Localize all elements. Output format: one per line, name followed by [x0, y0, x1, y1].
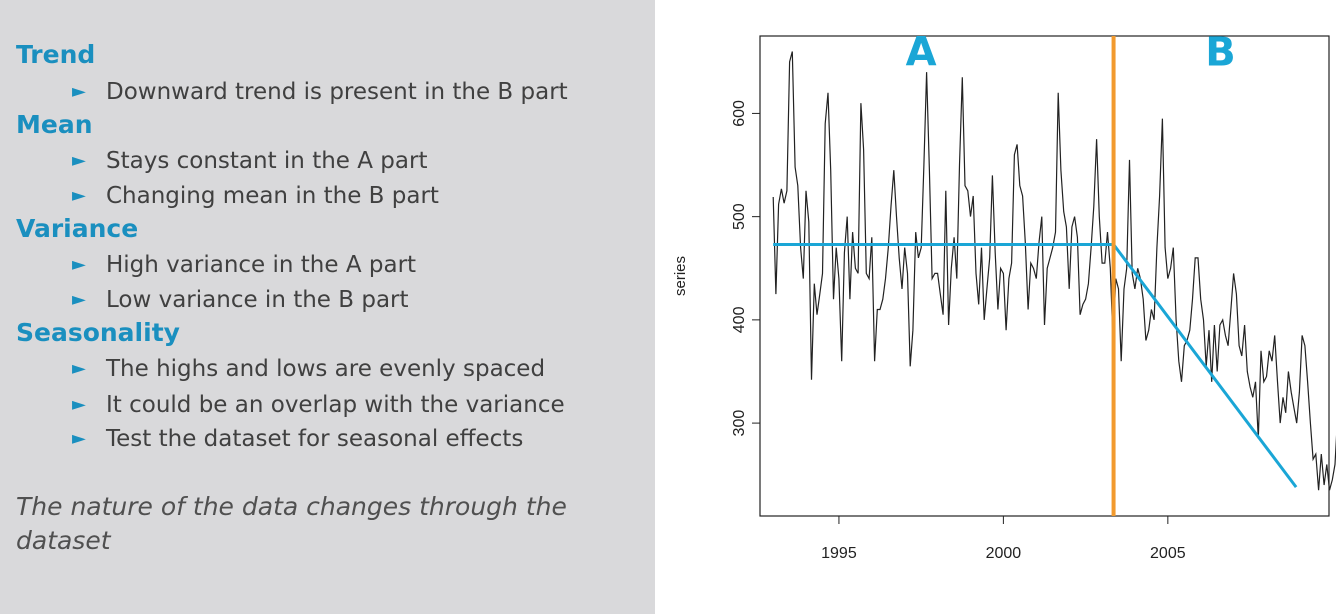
bullet-text: Low variance in the B part [106, 287, 409, 313]
y-tick-label: 500 [731, 203, 748, 230]
y-tick-label: 600 [731, 100, 748, 127]
conclusion-text: The nature of the data changes through t… [16, 492, 567, 555]
bullet-arrow-icon: ► [72, 394, 86, 415]
bullet-text: Changing mean in the B part [106, 183, 439, 209]
section-heading: Variance [16, 214, 139, 243]
section-heading: Seasonality [16, 318, 180, 347]
section-heading: Mean [16, 110, 93, 139]
bullet-text: Downward trend is present in the B part [106, 79, 568, 105]
y-tick-label: 400 [731, 306, 748, 333]
bullet-arrow-icon: ► [72, 81, 86, 102]
y-axis: 300 400 500 600 [731, 100, 760, 436]
bullet-item: ► The highs and lows are evenly spaced [72, 354, 545, 384]
bullet-item: ► High variance in the A part [72, 250, 416, 280]
plot-frame [759, 35, 1330, 517]
bullet-arrow-icon: ► [72, 358, 86, 379]
trend-line [1112, 243, 1298, 488]
x-tick-label: 2000 [986, 545, 1022, 562]
bullet-arrow-icon: ► [72, 289, 86, 310]
bullet-text: Stays constant in the A part [106, 148, 428, 174]
bullet-arrow-icon: ► [72, 185, 86, 206]
bullet-text: High variance in the A part [106, 252, 417, 278]
bullet-item: ► It could be an overlap with the varianc… [72, 390, 565, 420]
x-axis: 1995 2000 2005 [821, 516, 1186, 562]
bullet-arrow-icon: ► [72, 428, 86, 449]
bullet-item: ► Low variance in the B part [72, 285, 409, 315]
x-tick-label: 2005 [1150, 545, 1186, 562]
bullet-arrow-icon: ► [72, 254, 86, 275]
bullet-item: ► Test the dataset for seasonal effects [72, 424, 523, 454]
bullet-item: ► Downward trend is present in the B part [72, 77, 568, 107]
section-heading: Trend [16, 40, 96, 69]
bullet-arrow-icon: ► [72, 150, 86, 171]
slide-text-panel: Trend ► Downward trend is present in the B… [0, 0, 655, 614]
y-axis-label: series [672, 256, 689, 296]
bullet-item: ► Stays constant in the A part [72, 146, 427, 176]
bullet-text: It could be an overlap with the variance [106, 392, 565, 418]
x-tick-label: 1995 [821, 545, 857, 562]
series-line [772, 51, 1336, 491]
segment-label: A [906, 29, 937, 75]
bullet-text: Test the dataset for seasonal effects [106, 426, 524, 452]
y-tick-label: 300 [731, 410, 748, 437]
bullet-text: The highs and lows are evenly spaced [106, 356, 546, 382]
bullet-item: ► Changing mean in the B part [72, 181, 439, 211]
segment-label: B [1205, 29, 1236, 75]
